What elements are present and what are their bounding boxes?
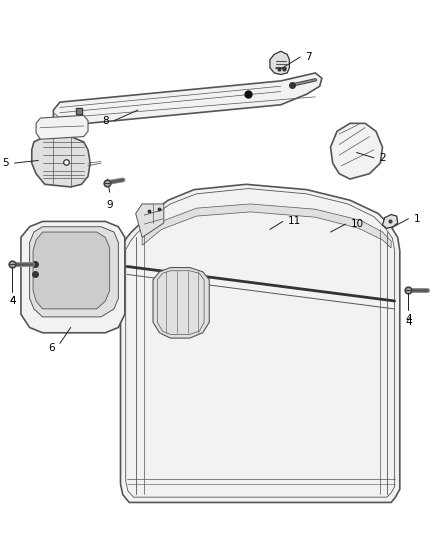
Polygon shape bbox=[30, 227, 118, 317]
Polygon shape bbox=[153, 268, 209, 338]
Polygon shape bbox=[331, 123, 382, 179]
Polygon shape bbox=[120, 184, 400, 503]
Text: 4: 4 bbox=[9, 296, 16, 305]
Text: 4: 4 bbox=[9, 296, 16, 305]
Polygon shape bbox=[382, 215, 398, 228]
Polygon shape bbox=[270, 51, 290, 75]
Polygon shape bbox=[142, 204, 391, 248]
Polygon shape bbox=[36, 115, 88, 139]
Text: 4: 4 bbox=[405, 317, 412, 327]
Text: 8: 8 bbox=[102, 116, 109, 126]
Polygon shape bbox=[53, 73, 322, 126]
Text: 1: 1 bbox=[413, 214, 420, 224]
Text: 2: 2 bbox=[379, 153, 385, 163]
Text: 7: 7 bbox=[305, 52, 312, 62]
Polygon shape bbox=[33, 232, 110, 309]
Text: 6: 6 bbox=[48, 343, 55, 353]
Text: 11: 11 bbox=[288, 216, 301, 227]
Text: 10: 10 bbox=[351, 219, 364, 229]
Text: 5: 5 bbox=[3, 158, 9, 168]
Text: 4: 4 bbox=[405, 314, 412, 324]
Polygon shape bbox=[32, 136, 90, 187]
Polygon shape bbox=[136, 204, 164, 237]
Polygon shape bbox=[21, 221, 125, 333]
Text: 9: 9 bbox=[106, 200, 113, 210]
